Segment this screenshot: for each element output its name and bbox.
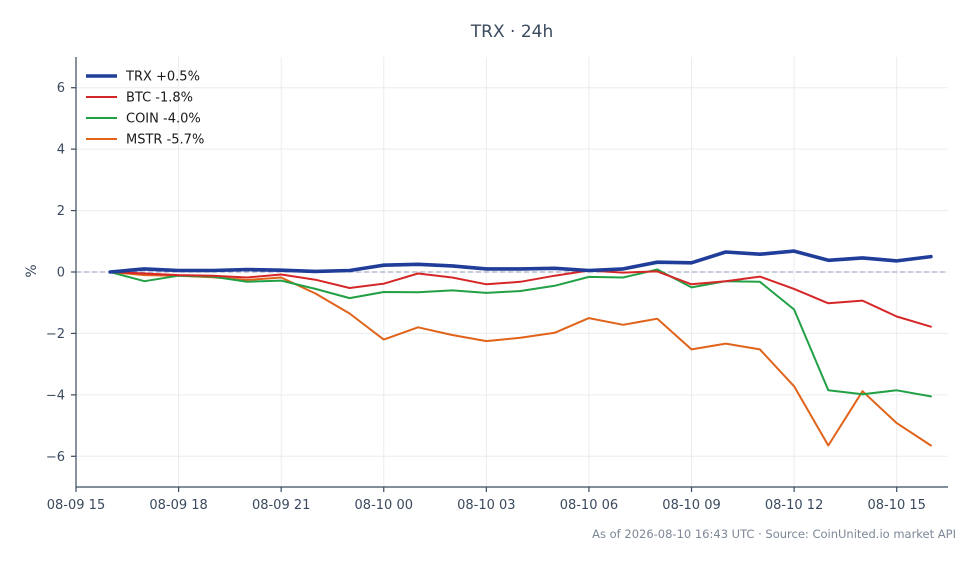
legend-label: BTC -1.8% xyxy=(126,91,193,106)
x-tick-label: 08-09 18 xyxy=(149,498,207,513)
series-line-trx xyxy=(108,249,933,274)
y-tick-label: −2 xyxy=(46,327,65,342)
y-axis-label: % xyxy=(24,264,40,277)
x-tick-label: 08-10 09 xyxy=(662,498,720,513)
y-tick-label: −6 xyxy=(46,450,65,465)
x-tick-label: 08-09 15 xyxy=(47,498,105,513)
series-line-coin xyxy=(109,268,932,398)
legend-label: MSTR -5.7% xyxy=(126,133,204,148)
legend-label: COIN -4.0% xyxy=(126,112,201,127)
series-line-btc xyxy=(109,269,932,328)
y-tick-label: 4 xyxy=(57,143,65,158)
axes: 6 4 2 0 −2 −4 −6 08-09 15 08-09 18 08-09 21 08-10 … xyxy=(46,57,948,513)
x-tick-label: 08-10 00 xyxy=(355,498,413,513)
series-lines xyxy=(108,249,933,447)
series-line-mstr xyxy=(109,271,932,447)
y-tick-label: 6 xyxy=(57,81,65,96)
x-tick-label: 08-10 12 xyxy=(765,498,823,513)
chart-title: TRX · 24h xyxy=(470,22,553,42)
x-tick-label: 08-10 15 xyxy=(867,498,925,513)
legend: TRX +0.5% BTC -1.8% COIN -4.0% MSTR -5.7% xyxy=(86,70,204,148)
x-tick-label: 08-10 03 xyxy=(457,498,515,513)
legend-label: TRX +0.5% xyxy=(125,70,200,85)
y-tick-label: 0 xyxy=(57,266,65,281)
x-tick-label: 08-10 06 xyxy=(560,498,618,513)
footer-source: As of 2026-08-10 16:43 UTC · Source: Coi… xyxy=(592,527,956,541)
y-tick-label: −4 xyxy=(46,388,65,403)
x-tick-label: 08-09 21 xyxy=(252,498,310,513)
y-tick-label: 2 xyxy=(57,204,65,219)
